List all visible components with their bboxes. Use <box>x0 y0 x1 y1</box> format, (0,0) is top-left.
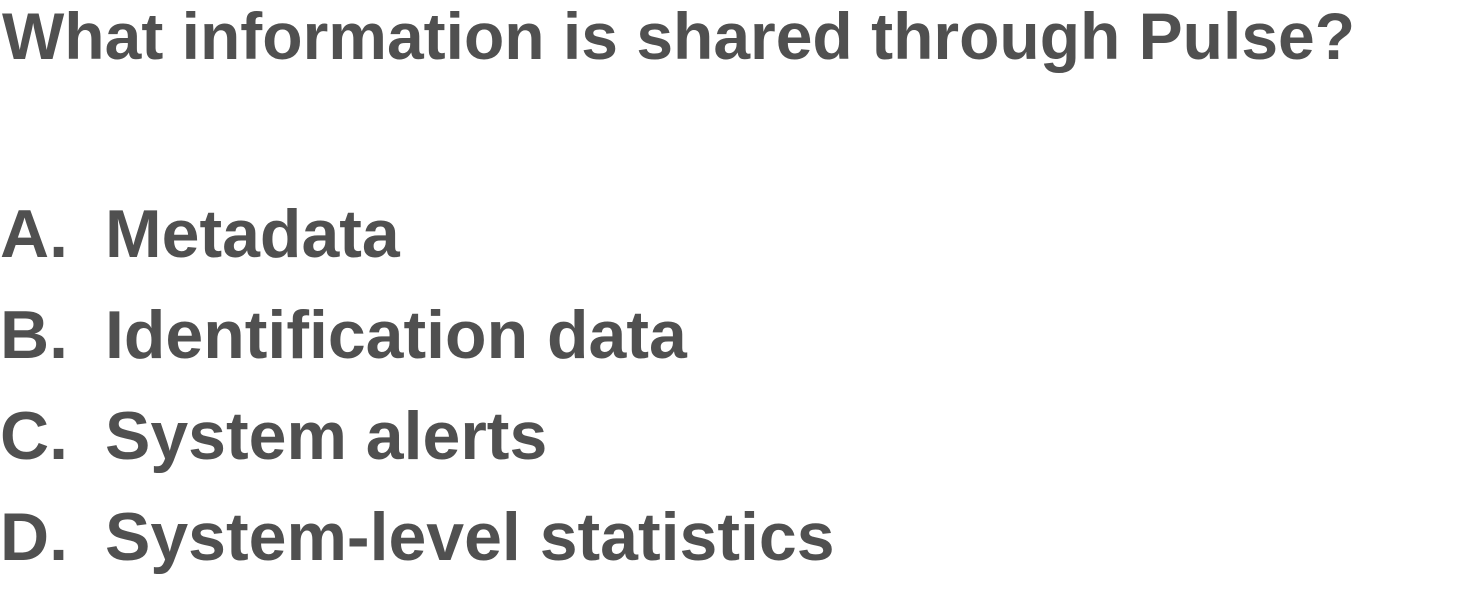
question-title: What information is shared through Pulse… <box>2 0 1356 73</box>
answer-option-d: D. System-level statistics <box>0 497 835 598</box>
option-letter: C. <box>0 398 68 474</box>
option-text: System alerts <box>105 398 548 474</box>
option-letter: A. <box>0 196 68 272</box>
option-letter: D. <box>0 499 68 575</box>
option-letter: B. <box>0 297 68 373</box>
answer-option-b: B. Identification data <box>0 295 835 396</box>
answer-options-list: A. Metadata B. Identification data C. Sy… <box>0 194 835 598</box>
answer-option-c: C. System alerts <box>0 396 835 497</box>
option-text: System-level statistics <box>105 499 835 575</box>
option-text: Identification data <box>105 297 687 373</box>
option-text: Metadata <box>105 196 400 272</box>
answer-option-a: A. Metadata <box>0 194 835 295</box>
